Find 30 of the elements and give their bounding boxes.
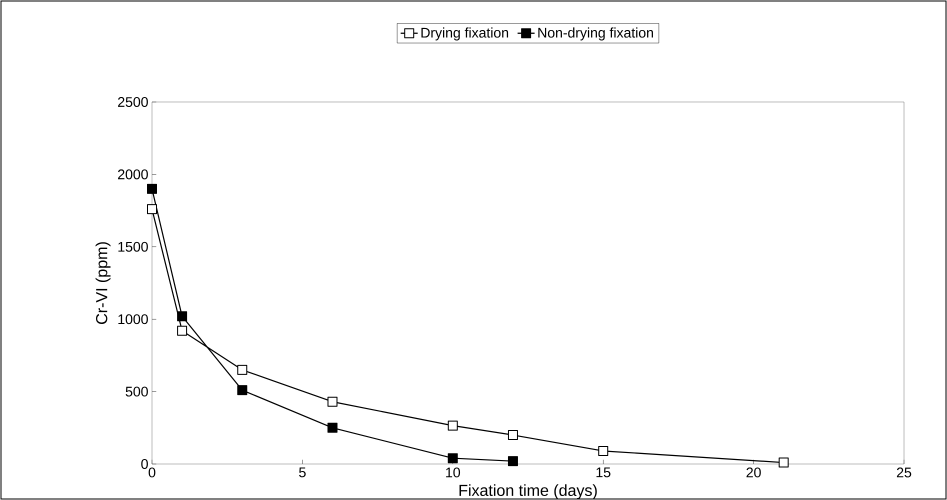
x-tick-label: 10 <box>446 468 460 478</box>
y-tick-label: 1500 <box>118 242 148 252</box>
point <box>778 458 789 468</box>
y-axis-title: Cr-VI (ppm) <box>96 242 111 324</box>
x-tick-label: 25 <box>896 468 912 478</box>
point <box>147 204 157 214</box>
point <box>237 385 248 396</box>
y-tick-label: 0 <box>141 459 148 469</box>
point <box>508 430 518 440</box>
x-axis-title: Fixation time (days) <box>460 484 597 500</box>
y-tick-label: 2500 <box>118 97 148 107</box>
x-tick-label: 0 <box>148 468 156 478</box>
y-tick-label: 1000 <box>118 314 148 324</box>
y-tick-label: 2000 <box>118 169 148 180</box>
point <box>147 184 157 194</box>
point <box>327 422 338 433</box>
point <box>598 446 608 456</box>
x-tick-label: 5 <box>299 468 306 478</box>
x-tick-label: 20 <box>746 468 761 478</box>
point <box>177 311 188 322</box>
point <box>237 364 248 375</box>
point <box>448 453 458 464</box>
point <box>327 396 338 407</box>
point <box>448 420 458 431</box>
point <box>508 456 518 466</box>
y-tick-label: 500 <box>126 386 148 397</box>
legend-label: Non-drying fixation <box>538 27 653 40</box>
point <box>177 326 188 336</box>
legend-label: Drying fixation <box>421 27 508 40</box>
x-tick-label: 15 <box>596 468 610 478</box>
